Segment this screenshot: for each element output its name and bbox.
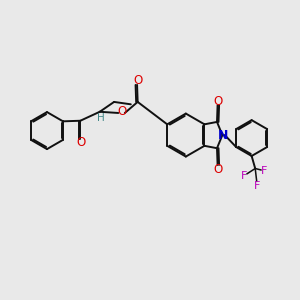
Text: N: N — [218, 129, 228, 142]
Text: O: O — [118, 105, 127, 118]
Text: F: F — [261, 166, 267, 176]
Text: O: O — [133, 74, 142, 87]
Text: F: F — [254, 181, 260, 190]
Text: O: O — [214, 94, 223, 107]
Text: H: H — [97, 113, 104, 123]
Text: O: O — [76, 136, 86, 149]
Text: F: F — [241, 171, 247, 181]
Text: O: O — [214, 163, 223, 176]
